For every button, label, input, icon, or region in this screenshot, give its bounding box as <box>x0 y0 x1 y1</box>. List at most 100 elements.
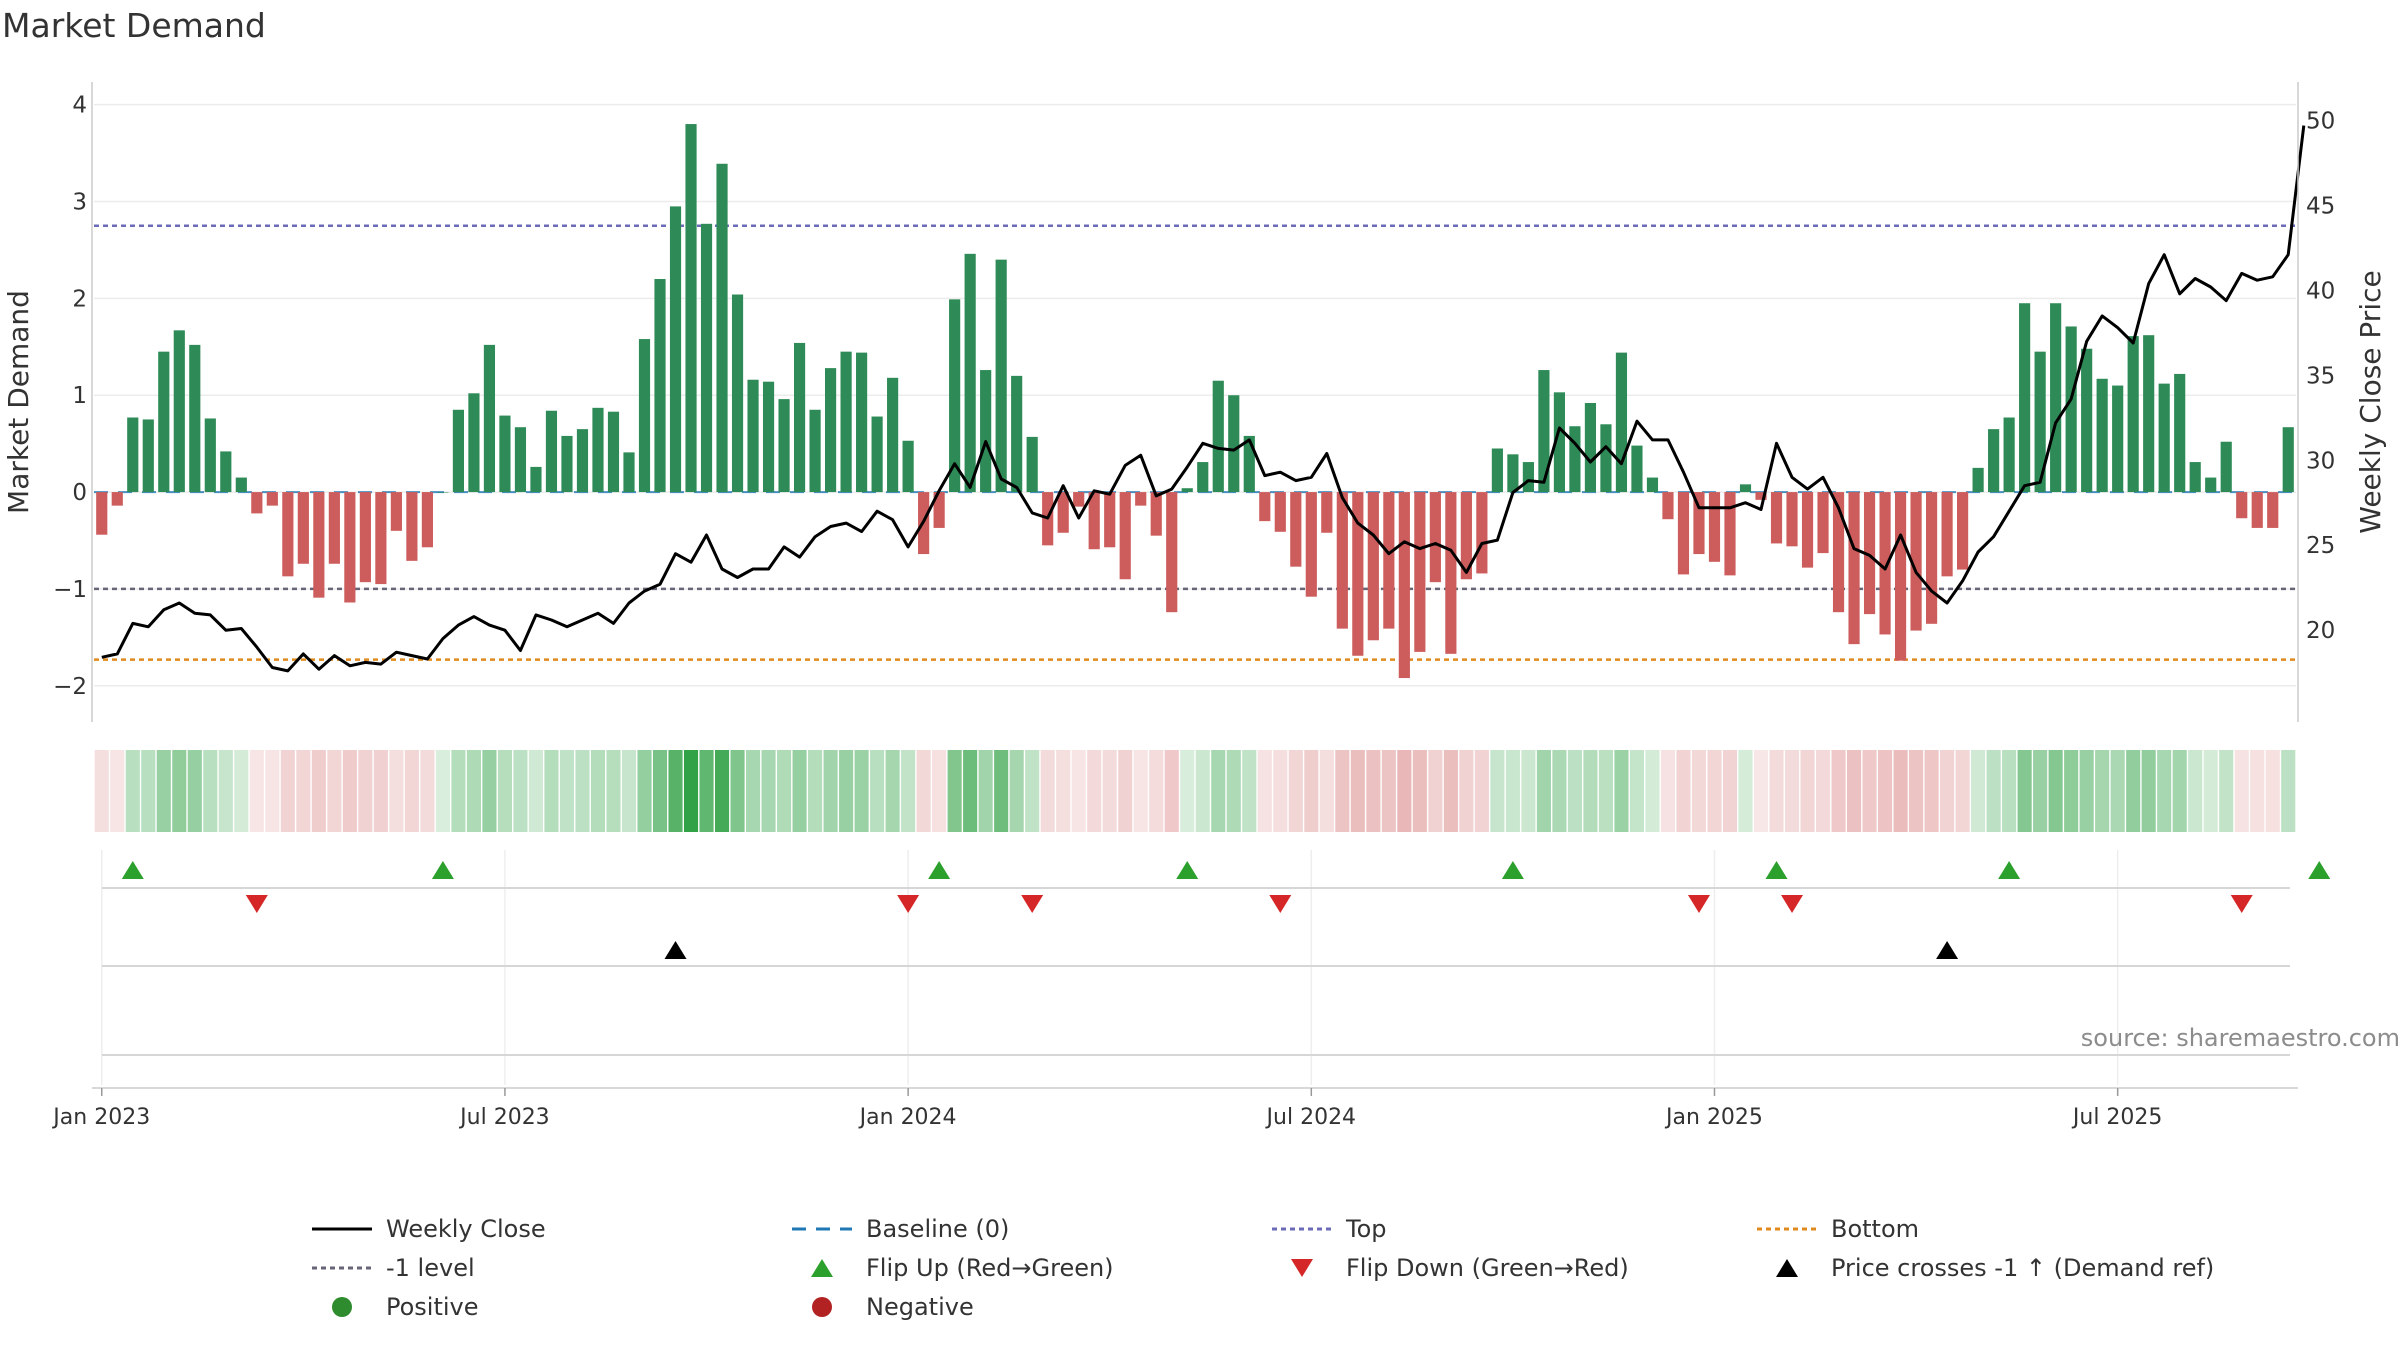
demand-bar-3 <box>142 419 154 493</box>
demand-bar-33 <box>607 411 620 493</box>
demand-bar-12 <box>282 492 294 577</box>
heat-cell-99 <box>1629 750 1645 832</box>
legend-item-6: Flip Down (Green→Red) <box>1270 1253 1629 1283</box>
heat-cell-129 <box>2095 750 2110 832</box>
legend-label-0: Weekly Close <box>386 1215 546 1243</box>
x-tick-label-5: Jul 2025 <box>2071 1105 2163 1130</box>
legend-label-8: Positive <box>386 1293 479 1321</box>
heat-cell-0 <box>94 750 109 832</box>
legend-symbol-3 <box>1755 1214 1819 1244</box>
heat-cell-48 <box>839 750 854 832</box>
demand-bar-70 <box>1181 488 1193 493</box>
y2-tick-label-5: 45 <box>2306 193 2335 219</box>
heat-cell-98 <box>1614 750 1629 832</box>
demand-bar-18 <box>375 492 387 585</box>
demand-bar-36 <box>654 279 666 493</box>
demand-bar-10 <box>251 492 263 514</box>
heat-cell-44 <box>777 750 792 832</box>
heat-cell-131 <box>2126 750 2141 832</box>
heat-cell-9 <box>234 750 249 832</box>
demand-bar-48 <box>840 351 852 493</box>
heat-cell-23 <box>451 750 466 832</box>
legend-item-4: -1 level <box>310 1253 475 1283</box>
weekly-close-line <box>101 125 2306 673</box>
heat-cell-62 <box>1056 750 1071 832</box>
heat-cell-81 <box>1350 750 1365 832</box>
heat-cell-91 <box>1505 750 1520 832</box>
flip-down-marker-0 <box>245 895 268 913</box>
heat-cell-11 <box>265 750 280 832</box>
y-axis-label: Market Demand <box>2 290 35 514</box>
demand-bar-52 <box>902 440 914 493</box>
demand-bar-79 <box>1321 492 1333 533</box>
heat-cell-32 <box>590 750 606 832</box>
demand-bar-83 <box>1383 492 1395 629</box>
heat-cell-7 <box>203 750 218 832</box>
legend-symbol-0 <box>310 1214 374 1244</box>
demand-bar-57 <box>980 370 992 493</box>
demand-bar-0 <box>96 492 108 535</box>
x-tick-label-2: Jan 2024 <box>858 1105 957 1130</box>
demand-bar-118 <box>1926 492 1938 624</box>
demand-bar-121 <box>1972 467 1984 493</box>
heat-cell-115 <box>1878 750 1893 832</box>
demand-bar-9 <box>235 477 247 493</box>
demand-bar-93 <box>1538 370 1550 493</box>
heat-cell-105 <box>1722 750 1738 832</box>
heat-cell-96 <box>1583 750 1598 832</box>
demand-bar-111 <box>1817 492 1829 554</box>
x-tick-label-0: Jan 2023 <box>51 1105 150 1130</box>
y-tick-label-0: −2 <box>53 674 87 700</box>
demand-bar-26 <box>499 415 511 493</box>
legend-label-6: Flip Down (Green→Red) <box>1346 1254 1629 1282</box>
legend-item-3: Bottom <box>1755 1214 1919 1244</box>
heat-cell-111 <box>1815 750 1831 832</box>
demand-bar-39 <box>700 223 713 493</box>
demand-bar-67 <box>1135 492 1147 506</box>
demand-bar-92 <box>1522 462 1534 493</box>
heat-cell-84 <box>1397 750 1412 832</box>
heat-cell-18 <box>373 750 388 832</box>
heat-cell-128 <box>2079 750 2094 832</box>
demand-bar-63 <box>1073 492 1085 507</box>
heat-cell-55 <box>947 750 962 832</box>
demand-bar-69 <box>1166 492 1178 613</box>
heat-cell-34 <box>621 750 637 832</box>
heat-cell-132 <box>2141 750 2156 832</box>
heat-cell-121 <box>1971 750 1986 832</box>
flip-up-marker-0 <box>121 861 144 879</box>
heat-cell-15 <box>327 750 342 832</box>
y2-axis-label: Weekly Close Price <box>2354 270 2387 533</box>
heat-cell-30 <box>559 750 575 832</box>
demand-bar-114 <box>1863 492 1876 615</box>
heat-cell-134 <box>2172 750 2187 832</box>
heat-cell-97 <box>1598 750 1613 832</box>
demand-bar-37 <box>669 206 682 493</box>
demand-bar-112 <box>1832 492 1845 613</box>
heat-cell-68 <box>1149 750 1164 832</box>
heat-cell-140 <box>2265 750 2280 832</box>
demand-bar-54 <box>933 492 945 528</box>
heat-cell-125 <box>2033 750 2048 832</box>
heat-cell-63 <box>1071 750 1086 832</box>
y-tick-label-1: −1 <box>53 577 87 603</box>
heat-cell-51 <box>885 750 900 832</box>
flip-down-marker-3 <box>1269 895 1292 913</box>
demand-bar-24 <box>468 393 480 493</box>
flip-down-marker-1 <box>897 895 920 913</box>
y-tick-label-2: 0 <box>72 480 87 506</box>
flip-up-marker-4 <box>1501 861 1524 879</box>
heat-cell-39 <box>699 750 714 832</box>
heat-cell-54 <box>932 750 947 832</box>
legend-symbol-9 <box>790 1292 854 1322</box>
flip-up-marker-2 <box>928 861 951 879</box>
heat-cell-57 <box>978 750 993 832</box>
heat-cell-83 <box>1381 750 1396 832</box>
legend-symbol-1 <box>790 1214 854 1244</box>
demand-bar-21 <box>421 492 433 548</box>
demand-bar-55 <box>949 299 961 493</box>
heat-cell-71 <box>1195 750 1210 832</box>
demand-bar-16 <box>344 492 356 603</box>
demand-bar-25 <box>483 344 496 493</box>
demand-bar-98 <box>1615 352 1628 493</box>
